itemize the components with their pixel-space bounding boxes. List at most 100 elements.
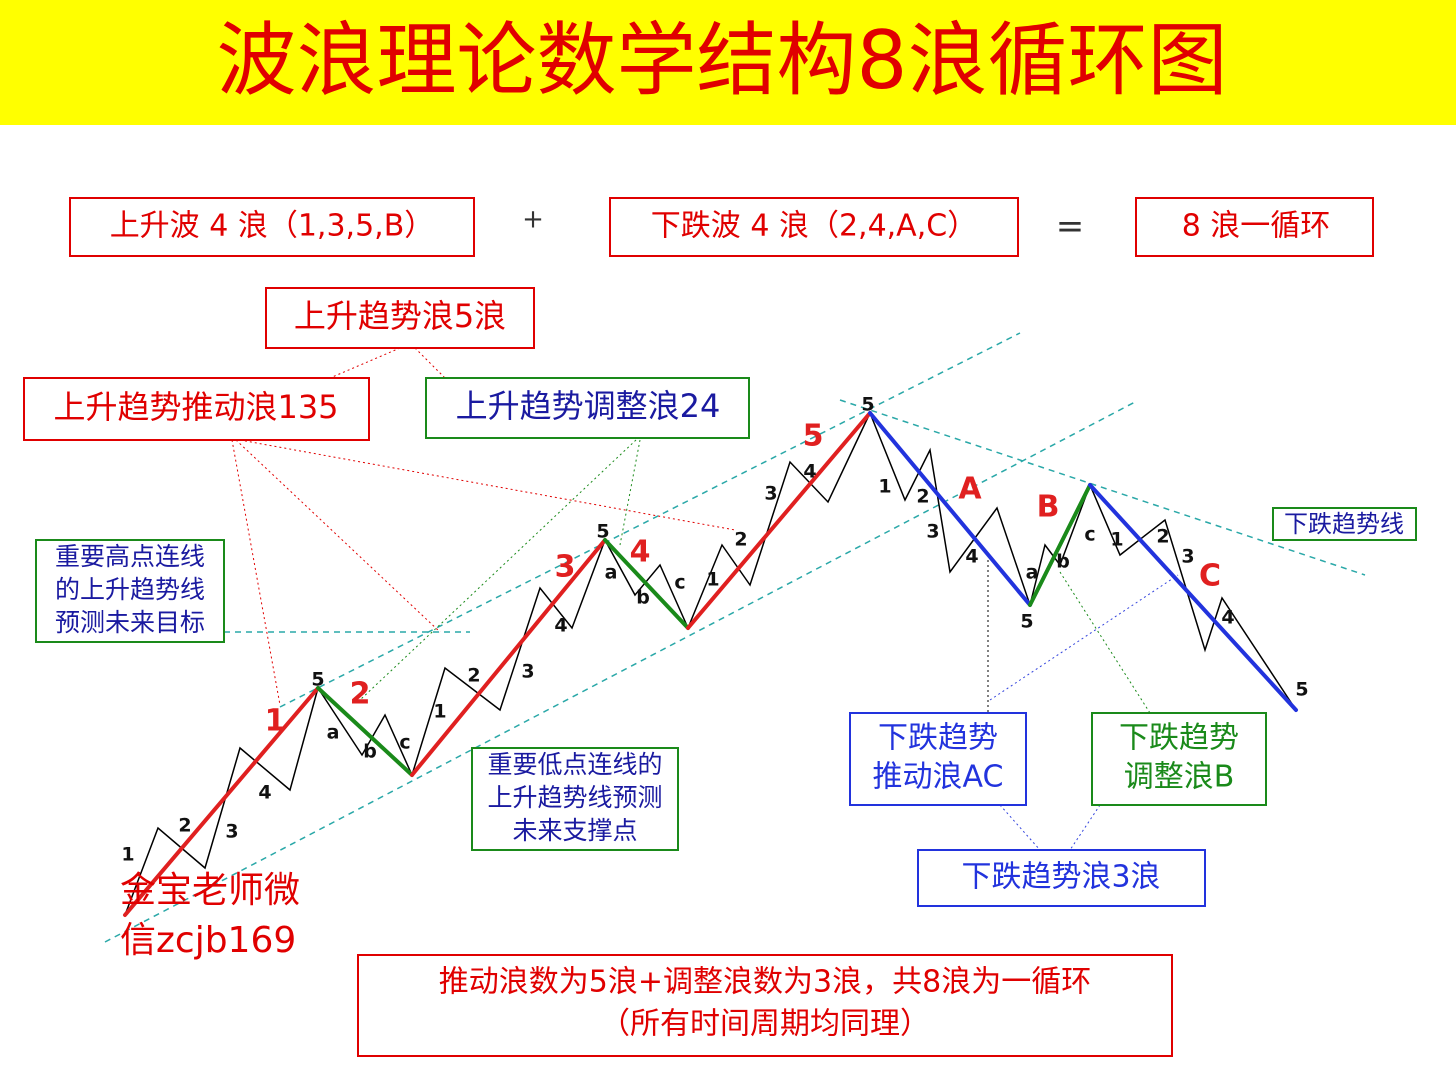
- sub-wave: [869, 412, 1031, 606]
- sub-wave-label: b: [636, 587, 650, 609]
- main-wave-label: B: [1037, 490, 1060, 525]
- lower-trendline: [104, 401, 1136, 943]
- formula: 上升波 4 浪（1,3,5,B） + 下跌波 4 浪（2,4,A,C） = 8 …: [69, 197, 1374, 257]
- callout-text: 的上升趋势线: [55, 575, 205, 604]
- sub-wave: [604, 539, 689, 629]
- wave-1: [123, 686, 320, 917]
- callout-text: 下跌趋势: [878, 721, 998, 756]
- connectors: [104, 332, 1366, 943]
- pointer: [235, 439, 441, 633]
- sub-wave-label: c: [674, 572, 685, 594]
- pointer: [239, 439, 736, 531]
- formula-plus: +: [522, 205, 544, 235]
- sub-wave-label: 4: [1221, 607, 1234, 629]
- callout-text: 未来支撑点: [512, 816, 637, 845]
- author: 信zcjb169: [120, 920, 296, 961]
- wave-3: [410, 538, 607, 777]
- callout-box: [23, 377, 370, 441]
- pointer: [1069, 804, 1101, 851]
- callout-text: 下跌趋势浪3浪: [961, 860, 1160, 895]
- callouts: 上升趋势浪5浪 上升趋势推动浪135 上升趋势调整浪24 重要高点连线 的上升趋…: [23, 287, 1417, 1057]
- callout-box: [425, 377, 750, 439]
- sub-wave-label: 1: [433, 701, 446, 723]
- callout-box: [1091, 712, 1267, 806]
- sub-wave-label: 2: [734, 529, 747, 551]
- sub-wave-label: 5: [596, 521, 609, 543]
- sub-wave-label: 4: [554, 615, 567, 637]
- down-trendline: [839, 399, 1366, 576]
- wave-4: [603, 538, 690, 630]
- sub-wave: [317, 687, 413, 776]
- main-wave-label: 4: [630, 535, 651, 570]
- sub-wave-label: 1: [878, 476, 891, 498]
- sub-wave-label: 3: [225, 821, 238, 843]
- main-wave-label: C: [1199, 559, 1221, 594]
- formula-down: 下跌波 4 浪（2,4,A,C）: [651, 209, 977, 244]
- sub-wave-label: 3: [926, 521, 939, 543]
- pointer: [414, 347, 446, 379]
- sub-wave-label: 3: [1181, 546, 1194, 568]
- callout-text: 上升趋势推动浪135: [53, 388, 338, 426]
- main-wave-label: 3: [555, 550, 576, 585]
- sub-wave-label: 2: [1156, 526, 1169, 548]
- callout-box: [1272, 507, 1417, 541]
- callout-text: 上升趋势浪5浪: [294, 297, 506, 335]
- sub-wave-label: c: [1084, 524, 1095, 546]
- callout-box: [471, 747, 679, 851]
- callout-text: 预测未来目标: [55, 608, 205, 637]
- sub-wave-label: 5: [861, 394, 874, 416]
- sub-wave: [411, 539, 606, 776]
- sub-wave-label: 3: [521, 661, 534, 683]
- wave-5: [686, 411, 872, 630]
- callout-box: [265, 287, 535, 349]
- callout-text: 下跌趋势: [1119, 721, 1239, 756]
- formula-box: [609, 197, 1019, 257]
- main-wave-label: A: [958, 472, 982, 507]
- sub-wave-label: 4: [258, 782, 271, 804]
- callout-text: 推动浪AC: [873, 760, 1004, 795]
- wave-2: [316, 686, 414, 777]
- sub-wave-label: a: [605, 562, 618, 584]
- wave-b: [1028, 483, 1092, 607]
- main-wave-label: 5: [803, 419, 824, 454]
- formula-box: [1135, 197, 1374, 257]
- sub-wave-label: 1: [121, 844, 134, 866]
- pointer: [999, 804, 1041, 851]
- sub-wave: [124, 687, 319, 916]
- sub-wave-label: 5: [311, 669, 324, 691]
- title: 波浪理论数学结构8浪循环图: [217, 14, 1228, 107]
- sub-wave: [687, 412, 871, 629]
- sub-wave-label: 2: [467, 665, 480, 687]
- callout-text: 重要高点连线: [55, 542, 205, 571]
- footer-text: （所有时间周期均同理）: [600, 1007, 930, 1042]
- sub-wave-label: 4: [965, 546, 978, 568]
- callout-text: 上升趋势调整浪24: [456, 387, 721, 425]
- sub-wave-label: 5: [1295, 679, 1308, 701]
- sub-wave: [1029, 484, 1091, 606]
- sub-wave-label: 1: [706, 569, 719, 591]
- sub-wave-label: 2: [178, 815, 191, 837]
- callout-text: 上升趋势线预测: [487, 783, 662, 812]
- author: 金宝老师微: [120, 870, 300, 911]
- sub-wave-label: 2: [916, 486, 929, 508]
- sub-wave: [1089, 484, 1297, 711]
- sub-waves: [124, 412, 1297, 916]
- sub-wave-label: b: [1056, 551, 1070, 573]
- formula-box: [69, 197, 475, 257]
- formula-result: 8 浪一循环: [1182, 209, 1331, 244]
- sub-wave-label: 4: [803, 461, 816, 483]
- footer-box: [357, 954, 1173, 1057]
- sub-wave-label: 3: [764, 483, 777, 505]
- sub-wave-label: 1: [1110, 529, 1123, 551]
- main-wave-label: 2: [350, 677, 371, 712]
- sub-wave-label: a: [1026, 562, 1039, 584]
- sub-wave-label: b: [363, 741, 377, 763]
- formula-equals: =: [1056, 207, 1085, 247]
- callout-box: [917, 849, 1206, 907]
- main-waves: [123, 411, 1298, 917]
- formula-up: 上升波 4 浪（1,3,5,B）: [110, 209, 435, 244]
- title-band: [0, 0, 1456, 125]
